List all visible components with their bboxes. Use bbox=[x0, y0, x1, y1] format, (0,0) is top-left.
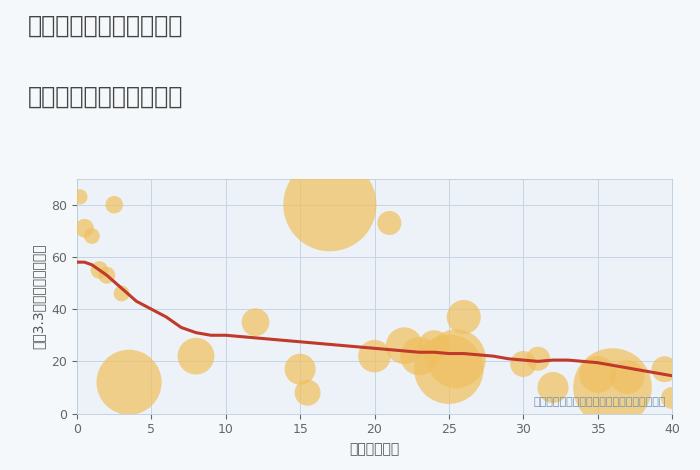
Point bbox=[443, 366, 454, 373]
Point bbox=[414, 352, 425, 360]
Point bbox=[659, 366, 670, 373]
Y-axis label: 坪（3.3㎡）単価（万円）: 坪（3.3㎡）単価（万円） bbox=[32, 243, 46, 349]
Point bbox=[108, 201, 120, 209]
Point bbox=[547, 384, 559, 391]
Point bbox=[250, 319, 261, 326]
Point bbox=[101, 272, 112, 279]
Point bbox=[86, 232, 97, 240]
Point bbox=[190, 352, 202, 360]
Point bbox=[324, 201, 335, 209]
Point bbox=[123, 378, 134, 386]
Point bbox=[518, 360, 529, 368]
Point bbox=[533, 355, 544, 362]
X-axis label: 築年数（年）: 築年数（年） bbox=[349, 442, 400, 456]
Point bbox=[666, 394, 678, 402]
Text: 築年数別中古戸建て価格: 築年数別中古戸建て価格 bbox=[28, 85, 183, 109]
Point bbox=[607, 384, 618, 391]
Point bbox=[74, 193, 85, 201]
Point bbox=[384, 219, 395, 227]
Point bbox=[458, 313, 469, 321]
Point bbox=[592, 371, 603, 378]
Text: 三重県松阪市市場庄町の: 三重県松阪市市場庄町の bbox=[28, 14, 183, 38]
Point bbox=[116, 290, 127, 297]
Point bbox=[302, 389, 313, 397]
Point bbox=[428, 342, 440, 350]
Point bbox=[295, 366, 306, 373]
Text: 円の大きさは、取引のあった物件面積を示す: 円の大きさは、取引のあった物件面積を示す bbox=[533, 397, 666, 407]
Point bbox=[622, 373, 633, 381]
Point bbox=[369, 352, 380, 360]
Point bbox=[451, 355, 462, 362]
Point bbox=[94, 266, 105, 274]
Point bbox=[79, 225, 90, 232]
Point bbox=[399, 342, 410, 350]
